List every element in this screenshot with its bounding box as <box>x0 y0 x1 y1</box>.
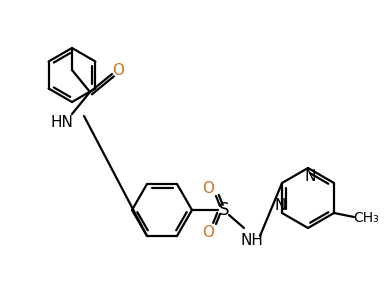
Text: O: O <box>202 181 214 196</box>
Text: O: O <box>202 224 214 239</box>
Text: S: S <box>219 201 229 219</box>
Text: N: N <box>304 169 316 184</box>
Text: CH₃: CH₃ <box>353 211 379 225</box>
Text: O: O <box>112 63 124 77</box>
Text: HN: HN <box>50 115 74 130</box>
Text: N: N <box>275 197 286 212</box>
Text: NH: NH <box>241 232 263 247</box>
